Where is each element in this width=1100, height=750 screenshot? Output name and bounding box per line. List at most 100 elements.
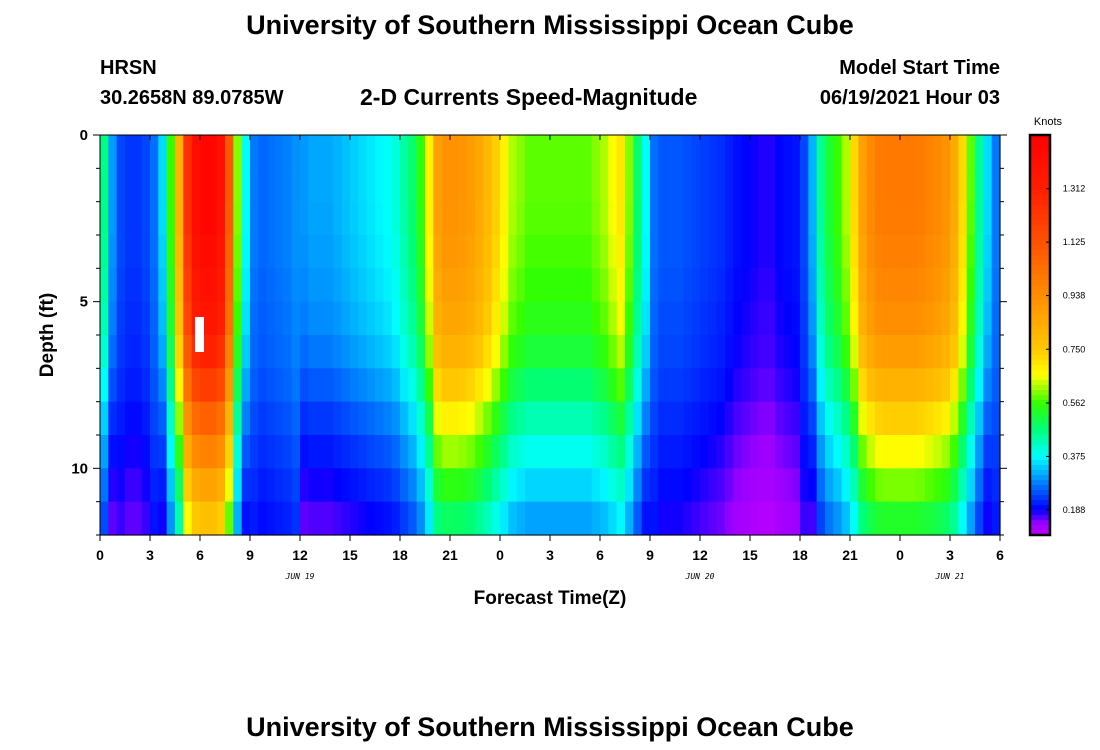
heatmap-cell	[183, 401, 193, 436]
heatmap-cell	[441, 401, 451, 436]
heatmap-cell	[375, 335, 384, 369]
heatmap-cell	[341, 335, 351, 369]
heatmap-cell	[375, 168, 384, 203]
heatmap-cell	[433, 468, 443, 503]
heatmap-cell	[150, 268, 159, 303]
heatmap-cell	[233, 335, 243, 369]
heatmap-cell	[600, 201, 609, 236]
heatmap-cell	[608, 368, 618, 403]
heatmap-cell	[700, 201, 709, 236]
heatmap-cell	[175, 335, 184, 369]
heatmap-cell	[408, 468, 418, 503]
heatmap-cell	[641, 435, 651, 469]
heatmap-cell	[533, 501, 543, 536]
heatmap-cell	[250, 268, 259, 303]
heatmap-cell	[825, 468, 834, 503]
heatmap-cell	[183, 301, 193, 336]
heatmap-cell	[533, 268, 543, 303]
heatmap-cell	[458, 301, 468, 336]
heatmap-cell	[300, 468, 309, 503]
heatmap-cell	[966, 301, 976, 336]
heatmap-cell	[783, 368, 793, 403]
heatmap-cell	[483, 368, 493, 403]
heatmap-cell	[391, 235, 401, 269]
heatmap-cell	[675, 135, 684, 169]
heatmap-cell	[116, 135, 126, 169]
heatmap-cell	[200, 135, 209, 169]
y-tick-label: 0	[80, 127, 88, 144]
heatmap-cell	[675, 468, 684, 503]
heatmap-cell	[750, 468, 759, 503]
heatmap-cell	[133, 301, 143, 336]
heatmap-cell	[741, 501, 751, 536]
heatmap-cell	[533, 301, 543, 336]
heatmap-cell	[341, 368, 351, 403]
heatmap-cell	[125, 201, 134, 236]
heatmap-cell	[983, 168, 993, 203]
heatmap-cell	[791, 268, 801, 303]
heatmap-cell	[400, 335, 409, 369]
heatmap-cell	[316, 401, 326, 436]
heatmap-cell	[275, 135, 284, 169]
heatmap-cell	[866, 501, 876, 536]
heatmap-cell	[575, 268, 584, 303]
heatmap-cell	[700, 501, 709, 536]
heatmap-cell	[608, 468, 618, 503]
heatmap-cell	[958, 135, 968, 169]
heatmap-cell	[375, 301, 384, 336]
heatmap-cell	[325, 501, 334, 536]
heatmap-cell	[983, 135, 993, 169]
heatmap-cell	[233, 368, 243, 403]
heatmap-cell	[675, 335, 684, 369]
heatmap-cell	[325, 435, 334, 469]
heatmap-cell	[783, 335, 793, 369]
heatmap-cell	[333, 335, 343, 369]
heatmap-cell	[416, 235, 426, 269]
heatmap-cell	[841, 168, 851, 203]
heatmap-cell	[833, 201, 843, 236]
heatmap-cell	[941, 168, 951, 203]
heatmap-cell	[841, 401, 851, 436]
heatmap-cell	[483, 201, 493, 236]
heatmap-cell	[125, 501, 134, 536]
heatmap-cell	[616, 468, 626, 503]
heatmap-cell	[758, 268, 768, 303]
heatmap-cell	[900, 501, 909, 536]
heatmap-cell	[391, 501, 401, 536]
heatmap-cell	[866, 435, 876, 469]
x-tick-label: 12	[292, 547, 308, 563]
heatmap-cell	[783, 401, 793, 436]
heatmap-cell	[508, 135, 518, 169]
heatmap-cell	[158, 235, 168, 269]
heatmap-cell	[600, 301, 609, 336]
heatmap-cell	[150, 435, 159, 469]
heatmap-cell	[783, 435, 793, 469]
heatmap-cell	[816, 201, 826, 236]
heatmap-cell	[583, 301, 593, 336]
heatmap-cell	[866, 268, 876, 303]
heatmap-cell	[641, 335, 651, 369]
heatmap-cell	[983, 501, 993, 536]
heatmap-cell	[316, 368, 326, 403]
heatmap-cell	[225, 235, 234, 269]
heatmap-cell	[808, 335, 818, 369]
heatmap-cell	[641, 235, 651, 269]
heatmap-cell	[875, 235, 884, 269]
heatmap-cell	[283, 368, 293, 403]
heatmap-cell	[450, 235, 459, 269]
heatmap-cell	[375, 501, 384, 536]
heatmap-cell	[766, 468, 776, 503]
heatmap-cell	[166, 235, 176, 269]
heatmap-cell	[825, 135, 834, 169]
heatmap-cell	[375, 401, 384, 436]
colorbar-segment	[1030, 435, 1050, 441]
heatmap-cell	[441, 135, 451, 169]
heatmap-cell	[950, 168, 959, 203]
heatmap-cell	[400, 201, 409, 236]
heatmap-cell	[966, 401, 976, 436]
heatmap-cell	[300, 235, 309, 269]
heatmap-cell	[900, 301, 909, 336]
heatmap-cell	[333, 368, 343, 403]
heatmap-cell	[625, 301, 634, 336]
heatmap-cell	[791, 435, 801, 469]
